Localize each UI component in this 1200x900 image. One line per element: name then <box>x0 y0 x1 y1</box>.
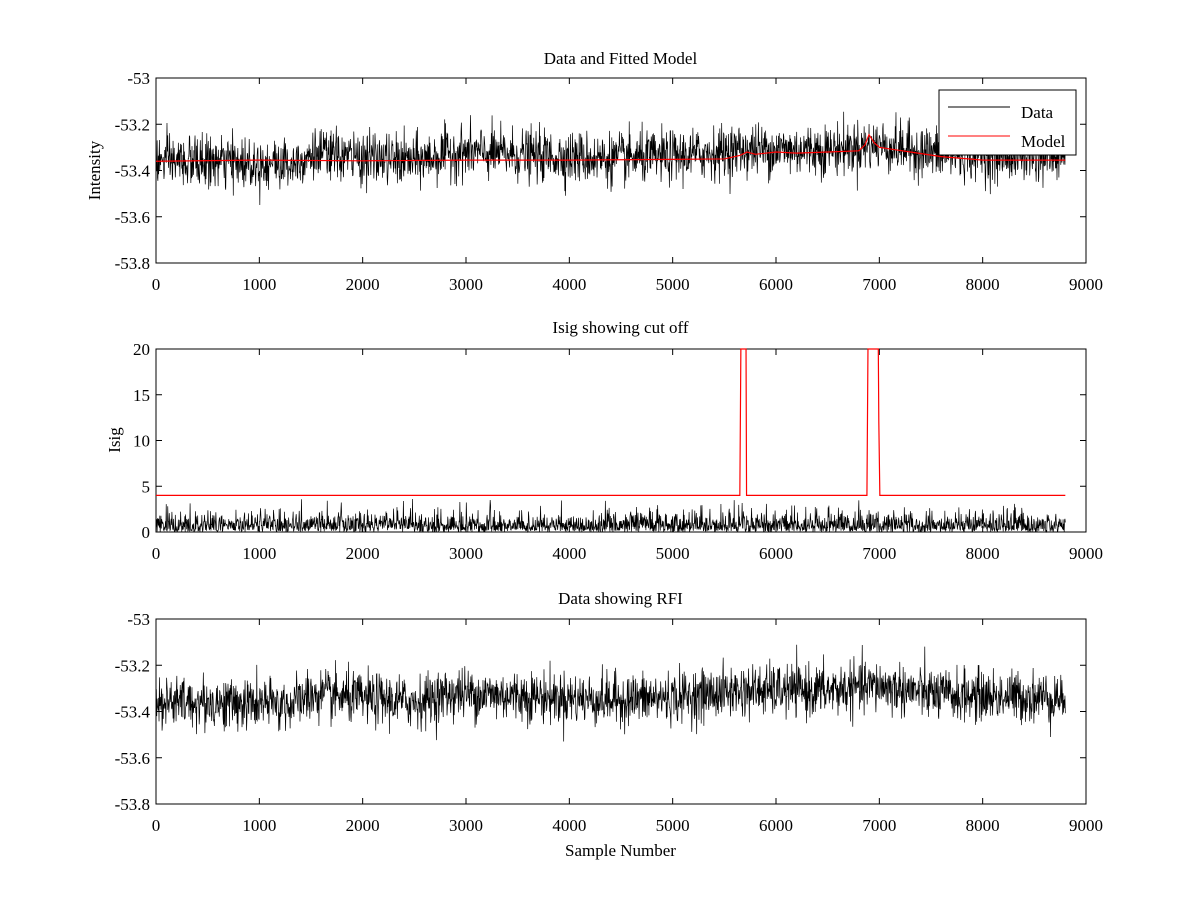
x-tick-label: 1000 <box>242 275 276 294</box>
x-tick-label: 5000 <box>656 816 690 835</box>
x-tick-label: 6000 <box>759 275 793 294</box>
x-tick-label: 8000 <box>966 275 1000 294</box>
x-tick-label: 2000 <box>346 544 380 563</box>
y-tick-label: 0 <box>142 523 151 542</box>
y-tick-label: 15 <box>133 386 150 405</box>
y-tick-label: -53.4 <box>115 703 151 722</box>
legend-box <box>938 89 1077 156</box>
series-noise-line <box>155 644 1066 742</box>
x-tick-label: 7000 <box>862 275 896 294</box>
panel-3-title: Data showing RFI <box>558 589 683 608</box>
legend-data-label: Data <box>1021 103 1054 122</box>
x-tick-label: 9000 <box>1069 275 1103 294</box>
x-tick-label: 7000 <box>862 544 896 563</box>
x-tick-label: 3000 <box>449 816 483 835</box>
x-tick-label: 4000 <box>552 816 586 835</box>
panel-2-ylabel: Isig <box>105 427 124 453</box>
y-tick-label: 20 <box>133 340 150 359</box>
x-tick-label: 4000 <box>552 544 586 563</box>
x-tick-label: 2000 <box>346 816 380 835</box>
x-tick-label: 0 <box>152 816 161 835</box>
series-noise-line <box>155 111 1066 206</box>
panel-1-legend: Data Model <box>938 89 1077 156</box>
panel-1-ylabel: Intensity <box>85 140 104 200</box>
x-tick-label: 5000 <box>656 275 690 294</box>
x-tick-label: 8000 <box>966 816 1000 835</box>
legend-model-label: Model <box>1021 132 1066 151</box>
x-tick-label: 6000 <box>759 816 793 835</box>
panel-isig: Isig showing cut off Isig 0 1000 2000 3000 4… <box>105 318 1103 563</box>
y-tick-label: -53.6 <box>115 749 150 768</box>
y-tick-label: 5 <box>142 477 151 496</box>
series-model-line <box>156 348 1066 496</box>
series-noise-line <box>155 499 1066 534</box>
x-tick-label: 0 <box>152 544 161 563</box>
x-tick-label: 7000 <box>862 816 896 835</box>
x-tick-label: 4000 <box>552 275 586 294</box>
x-tick-label: 0 <box>152 275 161 294</box>
x-tick-label: 2000 <box>346 275 380 294</box>
y-tick-label: -53 <box>127 69 150 88</box>
x-tick-label: 3000 <box>449 544 483 563</box>
panel-data-and-model: Data and Fitted Model Intensity 0 1000 200… <box>85 49 1103 294</box>
y-tick-label: -53.6 <box>115 208 150 227</box>
x-tick-label: 8000 <box>966 544 1000 563</box>
x-tick-label: 6000 <box>759 544 793 563</box>
x-tick-label: 1000 <box>242 544 276 563</box>
y-tick-label: 10 <box>133 432 150 451</box>
x-tick-label: 1000 <box>242 816 276 835</box>
series-model-line <box>155 133 1066 162</box>
panel-3-xlabel: Sample Number <box>565 841 676 860</box>
y-tick-label: -53.2 <box>115 115 150 134</box>
panel-3-plot-area: 0 1000 2000 3000 4000 5000 6000 7000 8000 9000 -53… <box>115 610 1103 835</box>
x-tick-label: 9000 <box>1069 544 1103 563</box>
y-tick-label: -53.4 <box>115 162 151 181</box>
panel-2-title: Isig showing cut off <box>552 318 688 337</box>
y-tick-label: -53.2 <box>115 656 150 675</box>
y-tick-label: -53 <box>127 610 150 629</box>
panel-2-plot-area: 0 1000 2000 3000 4000 5000 6000 7000 8000 9000 0 5 1… <box>133 340 1103 563</box>
y-tick-label: -53.8 <box>115 254 150 273</box>
x-tick-label: 5000 <box>656 544 690 563</box>
y-tick-label: -53.8 <box>115 795 150 814</box>
x-tick-label: 3000 <box>449 275 483 294</box>
panel-1-plot-area: 0 1000 2000 3000 4000 5000 6000 7000 8000 9000 -53… <box>115 69 1103 294</box>
panel-1-title: Data and Fitted Model <box>544 49 698 68</box>
panel-rfi: Data showing RFI Sample Number 0 1000 2000… <box>115 589 1103 860</box>
x-tick-label: 9000 <box>1069 816 1103 835</box>
